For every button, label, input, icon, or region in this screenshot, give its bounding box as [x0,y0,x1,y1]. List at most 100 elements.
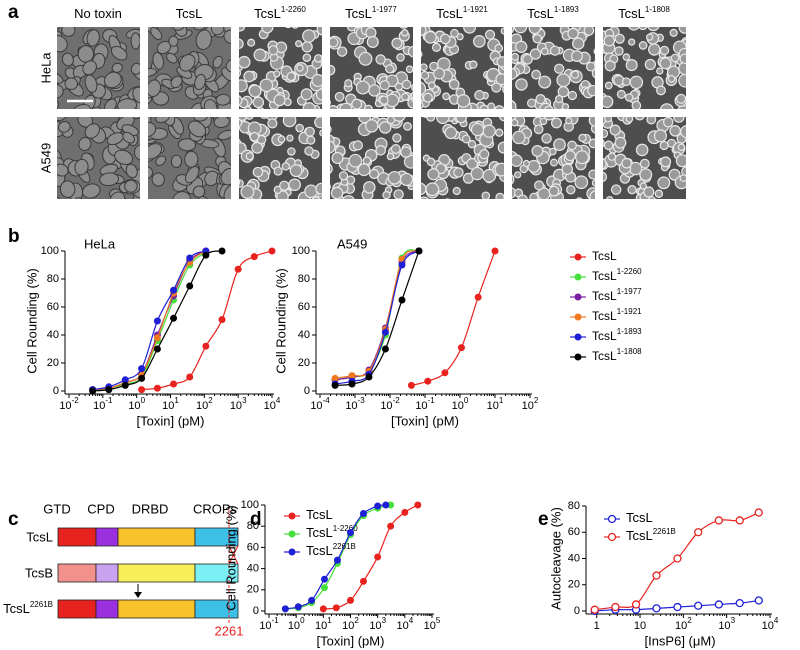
cell [295,40,303,48]
cell [344,79,353,88]
cell [217,129,231,141]
micrograph [421,117,504,199]
cell [448,79,460,90]
y-axis-label: Cell Rounding (%) [223,505,238,611]
x-tick-label: 102 [522,396,539,412]
cell [616,89,626,99]
cell [648,43,661,56]
cell [132,86,140,104]
data-point [170,380,178,388]
cell [273,70,281,78]
cell [179,53,196,72]
cell [314,117,322,129]
x-tick-label-base: 10 [415,400,427,412]
cell [239,95,243,106]
cell [130,62,140,75]
data-point [320,584,328,592]
cell [342,195,355,199]
chart-title: A549 [337,236,367,251]
x-tick-label-sup: 4 [409,616,414,625]
cell [513,27,528,34]
cell [358,51,373,66]
cell [667,74,676,83]
data-point [414,501,422,509]
data-point [398,261,406,269]
x-tick-label-base: 10 [675,620,687,632]
data-point [359,577,367,585]
cell [470,166,484,181]
cell [90,106,103,109]
cell [390,144,401,154]
cell [647,27,660,32]
cell [330,140,336,154]
cell [289,164,303,178]
cell [609,124,621,136]
cell [533,124,544,135]
column-label-sup: 1-1893 [554,5,579,14]
y-tick-label: 80 [568,500,580,512]
x-tick-label-base: 10 [762,620,774,632]
cell [148,166,153,180]
cell [512,118,519,127]
legend-marker [574,253,582,261]
x-tick-label-sup: 2 [208,396,213,405]
cell [282,117,297,128]
cell [330,125,332,134]
x-tick-label-base: 10 [452,400,464,412]
domain-bars [57,527,239,619]
cell [639,168,653,182]
x-tick-label: 100 [128,396,145,412]
x-tick-label: 104 [264,396,281,412]
fit-curve [92,250,207,391]
x-tick-label: 103 [718,616,735,632]
column-label-base: TcsL [527,6,554,21]
x-tick-label-sup: 5 [436,616,441,625]
legend-label-sup: 1-1921 [617,307,642,316]
legend-label: TcsL2261B [626,527,676,543]
legend-marker [574,313,582,321]
legend-label-sup: 2261B [333,542,356,551]
cell [61,27,76,37]
construct-label: TcsL2261B [3,600,53,616]
legend-label: TcsL2261B [306,542,356,558]
x-tick-label-sup: 2 [354,616,359,625]
cell [585,61,595,72]
cell [659,103,674,109]
cell [223,185,231,199]
cell [61,52,74,67]
cell [502,86,504,94]
column-label: No toxin [74,6,122,21]
cell [148,67,158,78]
cell [607,152,617,161]
cell [247,38,256,47]
cell [203,99,218,109]
cell [239,118,243,127]
cell [273,166,283,176]
cell [185,165,200,184]
legend-label: TcsL [306,507,333,522]
cell [515,40,528,53]
cell [604,117,613,123]
data-point [652,571,661,580]
x-tick-label-sup: 0 [464,396,469,405]
x-tick-label: 101 [315,616,332,632]
data-point [401,508,409,516]
y-axis-label: Cell Rounding (%) [24,268,39,374]
cell [165,52,178,64]
construct-label: TcsB [25,565,53,580]
fit-curve [334,249,420,381]
cell [57,71,64,84]
x-tick-label: 102 [196,396,213,412]
cell [148,121,157,138]
micrograph [603,27,686,109]
x-tick-label-sup: -2 [393,396,401,405]
cell [220,167,231,186]
cell [554,63,565,74]
cell [624,93,634,102]
cell [316,27,322,36]
cell [528,27,541,35]
cell [614,33,625,44]
cell [111,62,123,73]
x-tick-label-base: 10 [424,620,436,632]
cell [660,156,672,168]
